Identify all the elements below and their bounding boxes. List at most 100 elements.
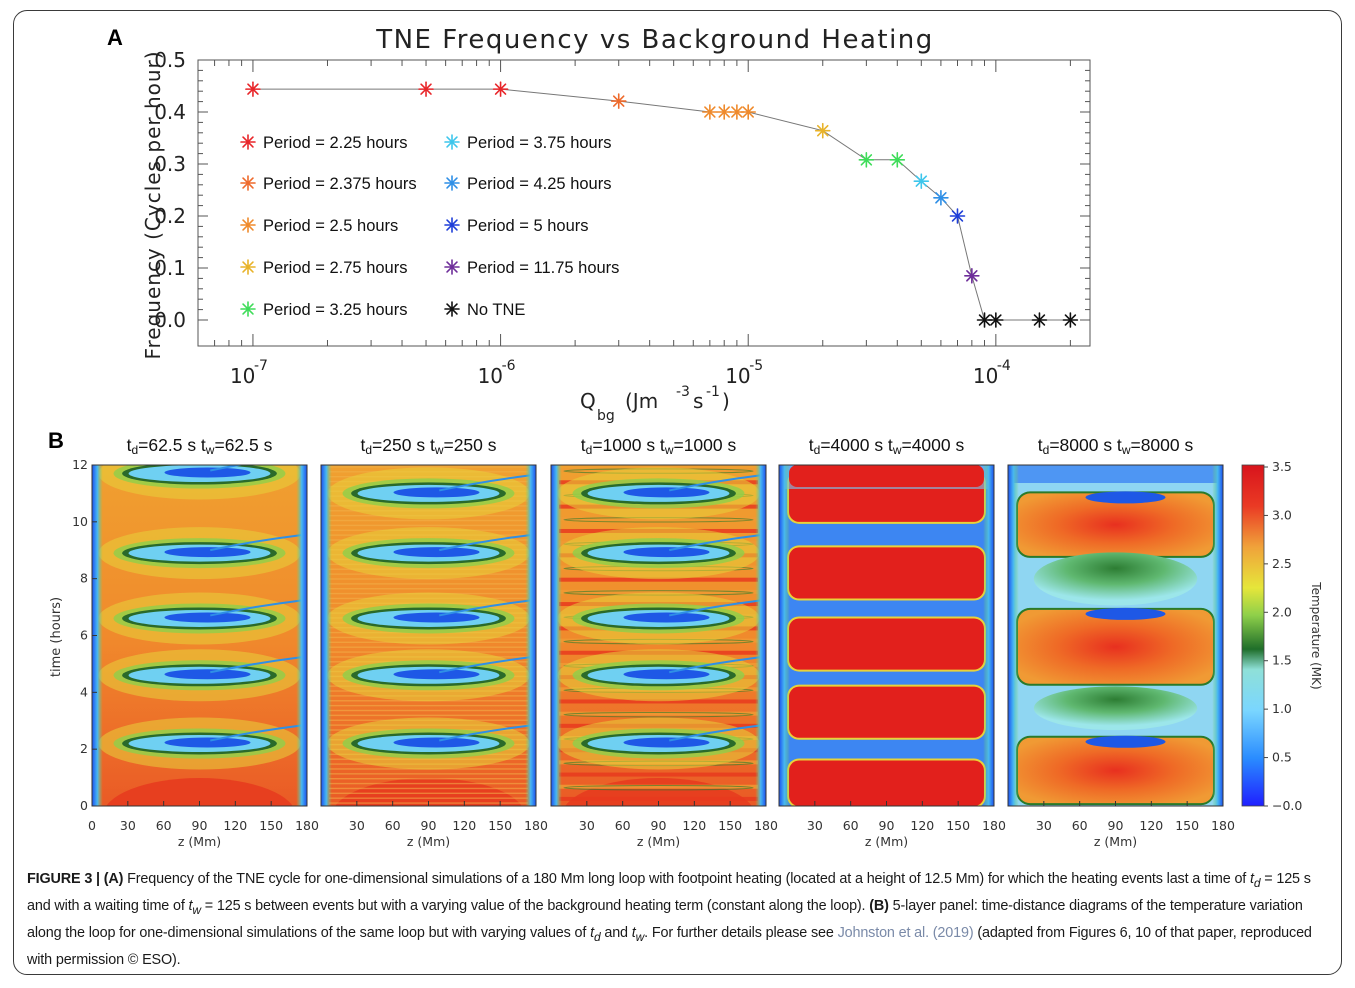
heatmap-panel: td=62.5 s tw=62.5 s 0 30 60 90 120 150 180 z (Mm… bbox=[88, 435, 319, 849]
series-polyline bbox=[252, 88, 1071, 321]
legend-label: No TNE bbox=[467, 301, 525, 319]
heatmap-x-tick-label: 90 bbox=[421, 818, 437, 833]
x-label-units-mid: s bbox=[693, 389, 703, 413]
panel-a-letter: A bbox=[107, 25, 123, 50]
data-point bbox=[964, 267, 980, 284]
chart-title: TNE Frequency vs Background Heating bbox=[375, 25, 934, 55]
plot-frame bbox=[197, 59, 1091, 347]
legend-label: Period = 3.75 hours bbox=[467, 134, 611, 152]
data-point bbox=[988, 312, 1004, 328]
legend-label: Period = 2.25 hours bbox=[263, 134, 407, 152]
heatmap-x-tick-label: 90 bbox=[192, 818, 208, 833]
data-points bbox=[245, 81, 1079, 328]
figure-frame bbox=[13, 10, 1342, 975]
x-tick-label: 10-6 bbox=[478, 358, 516, 388]
y-tick-label: 0.5 bbox=[154, 48, 186, 72]
heatmap-x-tick-label: 120 bbox=[223, 818, 247, 833]
data-point bbox=[913, 173, 930, 189]
heatmap-panel: td=4000 s tw=4000 s 30 60 90 120 150 180 z (Mm) bbox=[778, 435, 1006, 849]
data-point bbox=[716, 104, 733, 120]
heatmap-field bbox=[321, 465, 536, 806]
x-tick-label: 10-5 bbox=[725, 358, 763, 388]
figure-canvas: A TNE Frequency vs Background Heating Fr… bbox=[48, 25, 1323, 849]
heatmap-y-tick-label: 12 bbox=[72, 457, 88, 472]
colorbar-tick-label: 2.0 bbox=[1272, 604, 1292, 619]
x-tick-base: 10 bbox=[230, 364, 255, 388]
x-label-exp1: -3 bbox=[676, 384, 690, 400]
heatmap-x-tick-label: 30 bbox=[120, 818, 136, 833]
heatmap-x-tick-label: 30 bbox=[1036, 818, 1052, 833]
legend-marker bbox=[240, 134, 256, 150]
heatmap-y-tick-label: 2 bbox=[80, 741, 88, 756]
data-point bbox=[492, 81, 509, 97]
heatmap-x-tick-label: 60 bbox=[843, 818, 859, 833]
data-point bbox=[245, 81, 261, 97]
heatmap-x-tick-label: 0 bbox=[88, 818, 96, 833]
heatmap-x-tick-label: 30 bbox=[807, 818, 823, 833]
data-point bbox=[933, 190, 949, 206]
legend: Period = 2.25 hours Period = 2.375 hours P… bbox=[240, 134, 619, 319]
caption-td-sub: d bbox=[1253, 875, 1261, 890]
heatmap-footpoint-columns bbox=[92, 465, 307, 806]
heatmap-panel-title: td=250 s tw=250 s bbox=[360, 435, 496, 457]
heatmap-x-tick-label: 60 bbox=[1072, 818, 1088, 833]
series-line bbox=[252, 88, 1071, 321]
heatmap-x-tick-label: 60 bbox=[156, 818, 172, 833]
x-ticks: 10-7 10-6 10-5 10-4 bbox=[197, 60, 1071, 388]
x-label-exp2: -1 bbox=[706, 384, 720, 400]
x-label-units-post: ) bbox=[722, 389, 730, 413]
caption-part-a: Frequency of the TNE cycle for one-dimen… bbox=[123, 871, 1250, 887]
legend-label: Period = 2.75 hours bbox=[263, 259, 407, 277]
caption-eq1: = 125 s and with a waiting time of bbox=[27, 871, 1311, 914]
caption-further: . For further details please see bbox=[644, 924, 838, 941]
x-tick-exp: -6 bbox=[502, 358, 516, 374]
colorbar-label: Temperature (MK) bbox=[1309, 581, 1323, 689]
legend-label: Period = 5 hours bbox=[467, 217, 589, 235]
colorbar-tick-label: 1.0 bbox=[1272, 701, 1292, 716]
heatmap-x-label: z (Mm) bbox=[178, 834, 221, 849]
heatmap-x-label: z (Mm) bbox=[637, 834, 680, 849]
panel-a: A TNE Frequency vs Background Heating Fr… bbox=[107, 25, 1091, 424]
heatmap-x-label: z (Mm) bbox=[1094, 834, 1137, 849]
legend-label: Period = 4.25 hours bbox=[467, 175, 611, 193]
colorbar-tick-label: 3.0 bbox=[1272, 507, 1292, 522]
x-label-sub: bg bbox=[597, 408, 615, 424]
heatmap-x-label: z (Mm) bbox=[407, 834, 450, 849]
legend-marker bbox=[240, 175, 256, 191]
x-tick-exp: -5 bbox=[749, 358, 763, 374]
x-tick-base: 10 bbox=[973, 364, 998, 388]
heatmap-x-tick-label: 90 bbox=[651, 818, 667, 833]
heatmap-x-tick-label: 30 bbox=[579, 818, 595, 833]
y-tick-label: 0.4 bbox=[154, 100, 186, 124]
heatmap-field bbox=[92, 465, 307, 806]
heatmap-y-label: time (hours) bbox=[49, 597, 64, 677]
caption-reference-link[interactable]: Johnston et al. (2019) bbox=[837, 924, 974, 941]
y-tick-label: 0.0 bbox=[154, 308, 186, 332]
data-point bbox=[976, 312, 993, 328]
heatmap-footpoint-columns bbox=[321, 465, 536, 806]
heatmap-y-tick-label: 10 bbox=[72, 514, 88, 529]
caption-and: and bbox=[600, 924, 632, 941]
caption-tw-sub: w bbox=[192, 902, 201, 917]
caption-b-label: (B) bbox=[869, 897, 889, 914]
heatmap-y-tick-label: 8 bbox=[80, 571, 88, 586]
x-tick-label: 10-4 bbox=[973, 358, 1011, 388]
caption-part-b: 5-layer panel: time-distance diagrams of… bbox=[27, 897, 1303, 941]
heatmap-x-tick-label: 90 bbox=[879, 818, 895, 833]
heatmap-panel: td=8000 s tw=8000 s 30 60 90 120 150 180 z (Mm) bbox=[1007, 435, 1235, 849]
heatmap-field bbox=[551, 465, 766, 806]
heatmap-x-label: z (Mm) bbox=[865, 834, 908, 849]
caption-td-sym: t bbox=[1250, 871, 1254, 887]
colorbar: Temperature (MK) 3.5 3.0 2.5 2.0 1.5 1.0 0.5 −0… bbox=[1241, 459, 1323, 813]
legend-label: Period = 2.375 hours bbox=[263, 175, 417, 193]
heatmap-x-tick-label: 150 bbox=[946, 818, 970, 833]
heatmap-x-tick-label: 150 bbox=[718, 818, 742, 833]
heatmap-x-tick-label: 180 bbox=[982, 818, 1006, 833]
heatmap-panel: td=1000 s tw=1000 s 30 60 90 120 150 180 z (Mm) bbox=[550, 435, 778, 849]
caption-td-sym-2: t bbox=[590, 924, 594, 941]
x-tick-exp: -4 bbox=[997, 358, 1011, 374]
legend-marker bbox=[444, 259, 460, 275]
colorbar-tick-label: −0.0 bbox=[1272, 798, 1302, 813]
heatmap-x-tick-label: 150 bbox=[1175, 818, 1199, 833]
